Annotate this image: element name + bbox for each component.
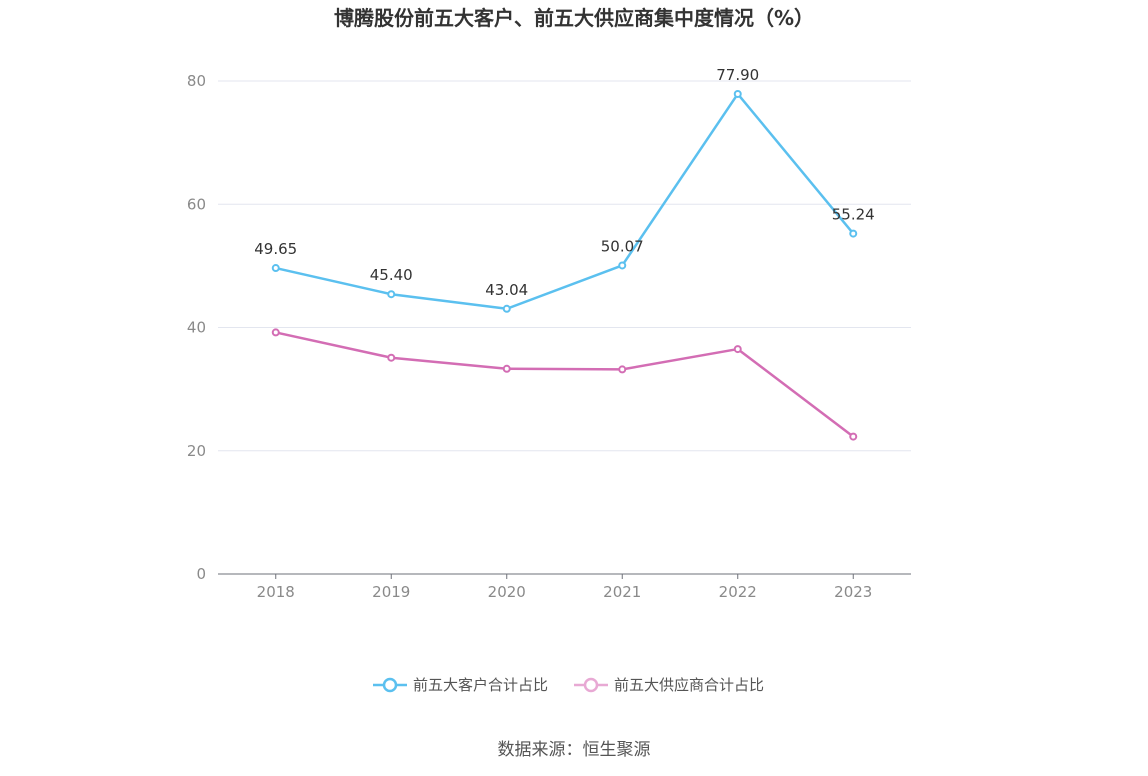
legend-marker [382, 677, 398, 693]
y-tick-label: 80 [187, 72, 206, 90]
x-tick-label: 2020 [488, 583, 526, 601]
data-label: 50.07 [601, 237, 644, 255]
legend-item-1[interactable]: 前五大客户合计占比 [373, 676, 548, 694]
data-point[interactable] [618, 261, 627, 270]
y-tick-label: 40 [187, 319, 206, 337]
series-layer: 49.65 45.40 43.04 50.07 77.90 55.24 [254, 66, 875, 441]
y-axis: 0 20 40 60 80 [187, 72, 206, 583]
x-tick-label: 2019 [372, 583, 410, 601]
grid-lines [218, 80, 911, 452]
data-point[interactable] [502, 364, 511, 373]
series-line [275, 92, 855, 311]
data-label: 45.40 [370, 266, 413, 284]
data-point[interactable] [271, 328, 280, 337]
legend-marker [583, 677, 599, 693]
legend-item-2[interactable]: 前五大供应商合计占比 [574, 676, 764, 694]
data-label: 43.04 [485, 281, 528, 299]
data-point[interactable] [387, 290, 396, 299]
data-point[interactable] [271, 264, 280, 273]
data-label: 55.24 [832, 206, 875, 224]
x-tick-label: 2018 [257, 583, 295, 601]
y-tick-label: 0 [196, 565, 206, 583]
y-tick-label: 20 [187, 442, 206, 460]
series-2 [271, 328, 858, 441]
chart-title: 博腾股份前五大客户、前五大供应商集中度情况（%） [334, 6, 814, 30]
data-label: 77.90 [716, 66, 759, 84]
data-label: 49.65 [254, 240, 297, 258]
data-point[interactable] [733, 345, 742, 354]
legend[interactable]: 前五大客户合计占比 前五大供应商合计占比 [373, 676, 764, 694]
data-point[interactable] [618, 365, 627, 374]
data-point[interactable] [849, 432, 858, 441]
x-tick-label: 2023 [834, 583, 872, 601]
x-tick-label: 2021 [603, 583, 641, 601]
x-axis: 2018 2019 2020 2021 2022 2023 [257, 574, 872, 601]
y-tick-label: 60 [187, 195, 206, 213]
series-1: 49.65 45.40 43.04 50.07 77.90 55.24 [254, 66, 875, 313]
data-point[interactable] [502, 304, 511, 313]
data-point[interactable] [387, 353, 396, 362]
legend-label: 前五大客户合计占比 [413, 676, 548, 694]
legend-label: 前五大供应商合计占比 [614, 676, 764, 694]
data-point[interactable] [849, 229, 858, 238]
x-tick-label: 2022 [719, 583, 757, 601]
data-point[interactable] [733, 89, 742, 98]
data-source: 数据来源：恒生聚源 [498, 740, 651, 760]
series-line [275, 331, 855, 438]
